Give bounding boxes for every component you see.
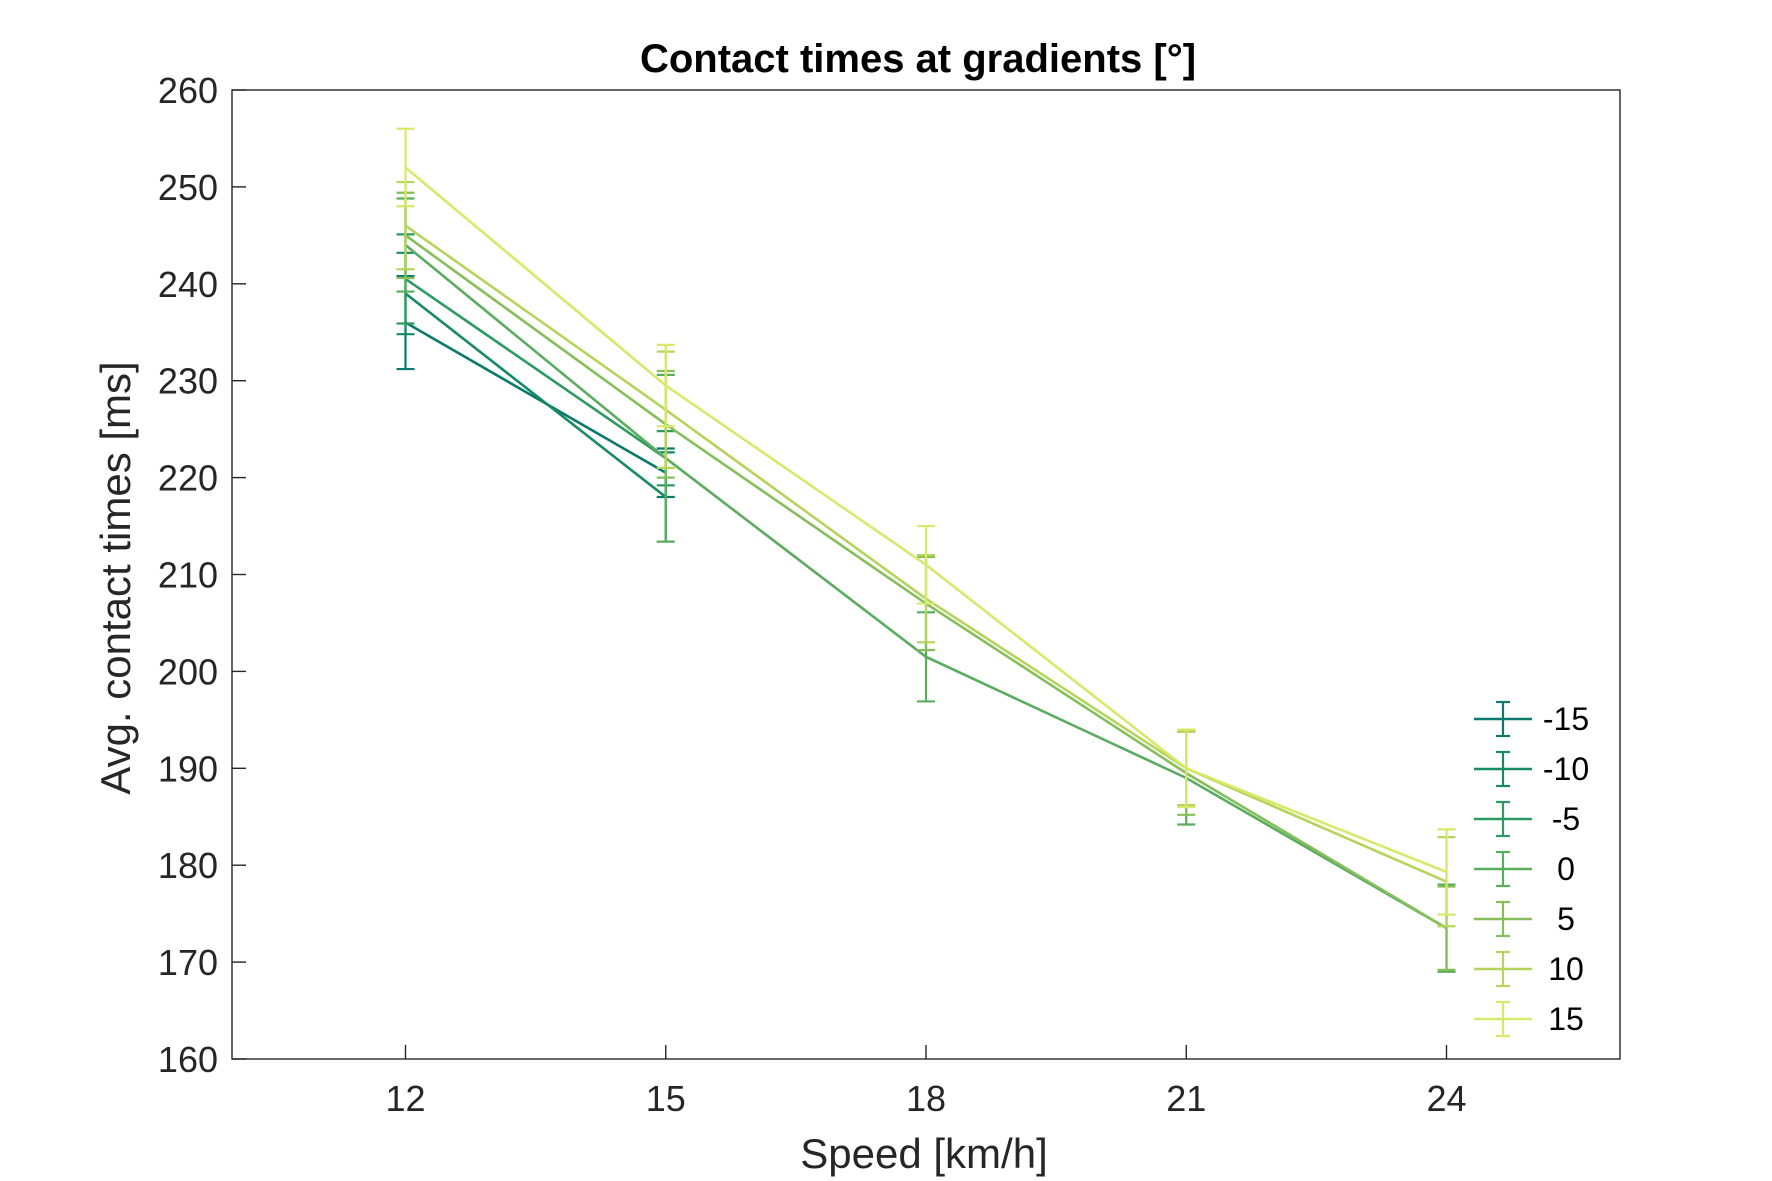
y-axis: 160 170 180 190 200 210 220 230 240 250 260 <box>158 70 246 1080</box>
series-layer <box>396 127 1456 973</box>
legend-label: -10 <box>1543 751 1589 787</box>
error-bar <box>917 524 935 605</box>
x-axis-label: Speed [km/h] <box>800 1130 1047 1177</box>
y-tick-label: 250 <box>158 167 218 208</box>
error-bar <box>396 127 415 208</box>
legend-label: -15 <box>1543 701 1589 737</box>
legend-item: 10 <box>1474 950 1584 988</box>
legend-label: -5 <box>1552 801 1580 837</box>
x-tick-label: 21 <box>1166 1078 1206 1119</box>
y-axis-label: Avg. contact times [ms] <box>92 361 139 794</box>
legend-item: -5 <box>1474 800 1580 838</box>
y-tick-label: 170 <box>158 942 218 983</box>
y-tick-label: 190 <box>158 748 218 789</box>
legend-item: -15 <box>1474 700 1589 738</box>
series-line <box>404 321 667 474</box>
y-tick-label: 160 <box>158 1039 218 1080</box>
y-tick-label: 200 <box>158 651 218 692</box>
series-line <box>404 166 1447 874</box>
error-bar <box>1177 728 1196 809</box>
error-bar <box>1437 828 1456 916</box>
legend-item: -10 <box>1474 750 1589 788</box>
legend-label: 5 <box>1557 901 1575 937</box>
error-bar <box>656 343 675 428</box>
x-tick-label: 15 <box>646 1078 686 1119</box>
y-tick-label: 180 <box>158 845 218 886</box>
x-tick-label: 24 <box>1426 1078 1466 1119</box>
x-tick-label: 18 <box>906 1078 946 1119</box>
series-line <box>404 292 667 499</box>
legend: -15 -10 -5 0 5 10 15 <box>1474 700 1589 1038</box>
legend-label: 10 <box>1548 951 1584 987</box>
legend-item: 5 <box>1474 900 1575 938</box>
legend-item: 15 <box>1474 1000 1584 1038</box>
y-tick-label: 260 <box>158 70 218 111</box>
series-line <box>404 277 667 460</box>
y-tick-label: 240 <box>158 264 218 305</box>
x-axis: 12 15 18 21 24 <box>385 1045 1467 1119</box>
legend-label: 0 <box>1557 851 1575 887</box>
legend-label: 15 <box>1548 1001 1584 1037</box>
x-tick-label: 12 <box>385 1078 425 1119</box>
y-tick-label: 210 <box>158 555 218 596</box>
series-15 <box>396 127 1456 916</box>
chart-title: Contact times at gradients [°] <box>640 37 1196 81</box>
y-tick-label: 220 <box>158 458 218 499</box>
legend-item: 0 <box>1474 850 1575 888</box>
y-tick-label: 230 <box>158 361 218 402</box>
